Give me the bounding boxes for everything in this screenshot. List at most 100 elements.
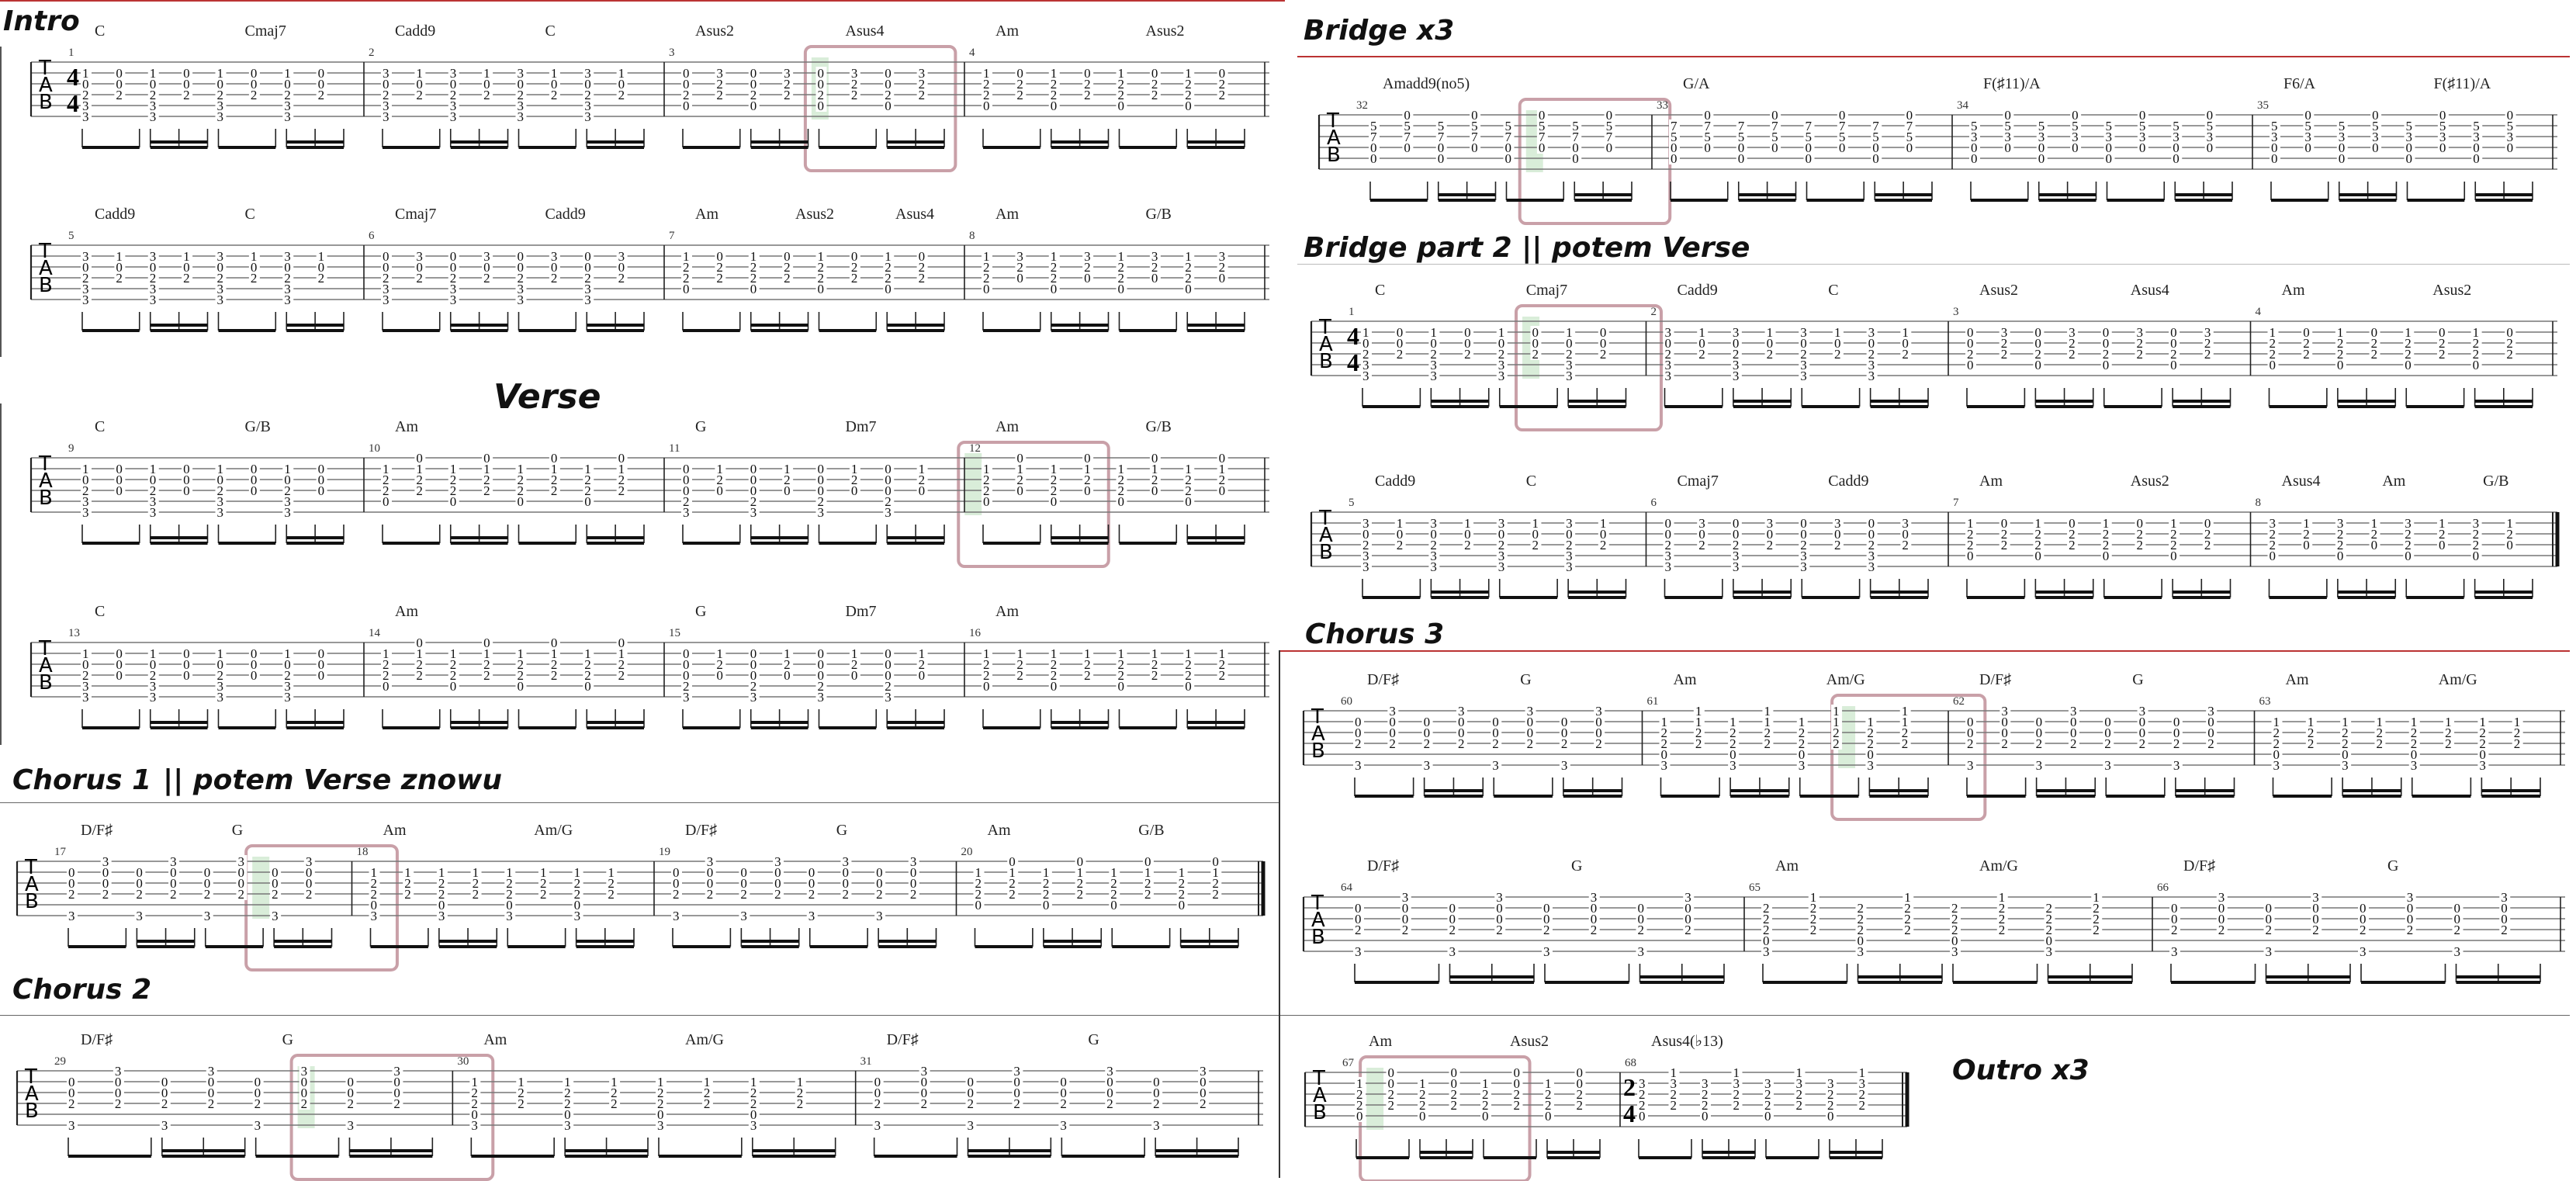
- fret-number: 3: [885, 690, 892, 705]
- fret-number: 1: [1859, 1065, 1866, 1080]
- fret-number: 0: [1661, 747, 1668, 762]
- fret-number: 0: [217, 77, 224, 92]
- fret-number: 0: [2405, 358, 2412, 372]
- fret-number: 3: [438, 909, 445, 923]
- fret-number: 0: [2103, 549, 2110, 563]
- fret-number: 0: [1867, 747, 1874, 762]
- fret-number: 0: [1185, 282, 1192, 296]
- fret-number: 0: [1458, 715, 1465, 729]
- chord-label: G: [2132, 671, 2143, 688]
- fret-number: 2: [851, 77, 858, 92]
- fret-number: 2: [2204, 336, 2211, 351]
- fret-number: 2: [217, 483, 224, 498]
- fret-number: 2: [82, 88, 89, 102]
- fret-number: 1: [1185, 462, 1192, 476]
- fret-number: 0: [318, 473, 325, 487]
- fret-number: 0: [1482, 1109, 1489, 1124]
- fret-number: 2: [784, 77, 791, 92]
- fret-number: 2: [2514, 726, 2521, 740]
- fret-number: 0: [1704, 108, 1711, 123]
- fret-number: 3: [150, 293, 157, 307]
- fret-number: 2: [2171, 923, 2178, 937]
- fret-number: 3: [161, 1118, 168, 1133]
- fret-number: 2: [404, 876, 411, 891]
- fret-number: 3: [1060, 1118, 1067, 1133]
- fret-number: 0: [1016, 271, 1023, 286]
- chord-label: G/B: [245, 418, 271, 435]
- fret-number: 0: [371, 898, 378, 913]
- chorus2-divider: [0, 1015, 1279, 1016]
- fret-number: 2: [483, 657, 490, 672]
- fret-number: 2: [750, 1086, 757, 1100]
- fret-number: 2: [2473, 538, 2480, 552]
- fret-number: 0: [1458, 726, 1465, 740]
- fret-number: 1: [983, 249, 990, 264]
- fret-number: 3: [716, 66, 723, 81]
- fret-number: 2: [1810, 912, 1817, 926]
- fret-number: 1: [1051, 646, 1058, 661]
- fret-number: 2: [518, 668, 525, 683]
- fret-number: 0: [1545, 1109, 1552, 1124]
- fret-number: 1: [371, 865, 378, 880]
- fret-number: 1: [416, 646, 423, 661]
- fret-number: 0: [1665, 336, 1672, 351]
- fret-number: 0: [1665, 527, 1672, 542]
- fret-number: 3: [1566, 549, 1573, 563]
- fret-number: 3: [254, 1118, 261, 1133]
- fret-number: 0: [1219, 66, 1226, 81]
- fret-number: 0: [2304, 140, 2311, 155]
- fret-number: 2: [2376, 736, 2383, 751]
- fret-number: 2: [82, 668, 89, 683]
- fret-number: 0: [183, 483, 190, 498]
- fret-number: 2: [564, 1096, 571, 1111]
- fret-number: 2: [518, 657, 525, 672]
- chord-label: G: [695, 603, 706, 620]
- fret-number: 2: [551, 483, 558, 498]
- chord-label: Cadd9: [1828, 473, 1868, 490]
- fret-number: 2: [2303, 347, 2310, 362]
- fret-number: 0: [1438, 151, 1445, 166]
- fret-number: 7: [1539, 130, 1546, 144]
- fret-number: 0: [975, 898, 982, 913]
- fret-number: 1: [217, 646, 224, 661]
- fret-number: 2: [2342, 726, 2349, 740]
- fret-number: 2: [2046, 923, 2053, 937]
- fret-number: 0: [204, 876, 211, 891]
- fret-number: 2: [1799, 726, 1806, 740]
- fret-number: 0: [1013, 1086, 1020, 1100]
- fret-number: 1: [540, 865, 547, 880]
- fret-number: 0: [1702, 1109, 1709, 1124]
- fret-number: 2: [1451, 1087, 1458, 1102]
- fret-number: 2: [1527, 736, 1534, 751]
- fret-number: 2: [318, 271, 325, 286]
- fret-number: 0: [136, 865, 143, 880]
- fret-number: 1: [1118, 646, 1125, 661]
- fret-number: 2: [1967, 527, 1974, 542]
- highlight-band: [964, 453, 982, 515]
- fret-number: 2: [1212, 876, 1219, 891]
- fret-number: 0: [1424, 715, 1431, 729]
- fret-number: 2: [584, 483, 591, 498]
- fret-number: 2: [483, 483, 490, 498]
- tab-clef-letter: B: [1311, 926, 1325, 949]
- fret-number: 0: [2506, 538, 2513, 552]
- fret-number: 2: [2001, 347, 2008, 362]
- fret-number: 2: [1016, 77, 1023, 92]
- fret-number: 0: [2342, 747, 2349, 762]
- fret-number: 3: [584, 99, 591, 113]
- fret-number: 3: [2004, 130, 2011, 144]
- fret-number: 3: [1424, 758, 1431, 773]
- fret-number: 1: [683, 249, 690, 264]
- fret-number: 0: [1698, 527, 1705, 542]
- fret-number: 3: [237, 854, 244, 869]
- fret-number: 0: [1451, 1076, 1458, 1091]
- fret-number: 2: [1355, 923, 1362, 937]
- fret-number: 2: [1185, 77, 1192, 92]
- fret-number: 0: [1355, 726, 1362, 740]
- fret-number: 2: [2103, 538, 2110, 552]
- fret-number: 0: [416, 77, 423, 92]
- fret-number: 0: [170, 876, 177, 891]
- fret-number: 2: [483, 271, 490, 286]
- fret-number: 0: [318, 646, 325, 661]
- fret-number: 0: [251, 483, 258, 498]
